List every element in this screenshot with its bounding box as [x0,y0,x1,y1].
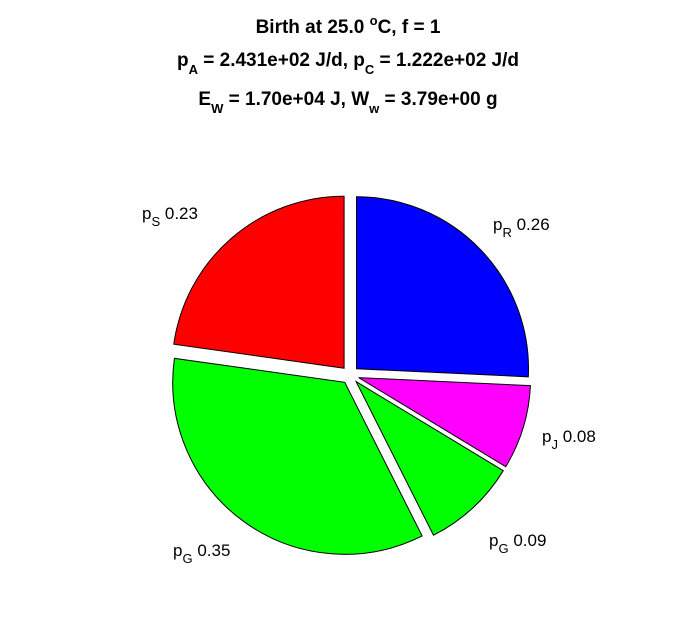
slice-label-s: pS 0.23 [142,204,198,229]
pie-labels: pR 0.26 pJ 0.08 pG 0.09 pG 0.35 pS 0.23 [142,204,596,566]
slice-label-g-small: pG 0.09 [489,531,546,556]
chart-title: Birth at 25.0 oC, f = 1 pA = 2.431e+02 J… [177,13,519,116]
title-line-2: pA = 2.431e+02 J/d, pC = 1.222e+02 J/d [177,50,519,77]
pie-slice-s [173,195,345,369]
pie-slice-g-small [354,380,504,536]
pie-slices [172,195,531,555]
slice-label-g-large: pG 0.35 [173,541,230,566]
pie-slice-g-large [172,357,423,555]
slice-label-r: pR 0.26 [493,215,550,240]
slice-label-j: pJ 0.08 [542,427,596,452]
title-line-1: Birth at 25.0 oC, f = 1 [256,13,441,38]
pie-slice-r [356,196,529,378]
pie-slice-j [358,377,531,468]
title-line-3: EW = 1.70e+04 J, Ww = 3.79e+00 g [198,89,497,116]
